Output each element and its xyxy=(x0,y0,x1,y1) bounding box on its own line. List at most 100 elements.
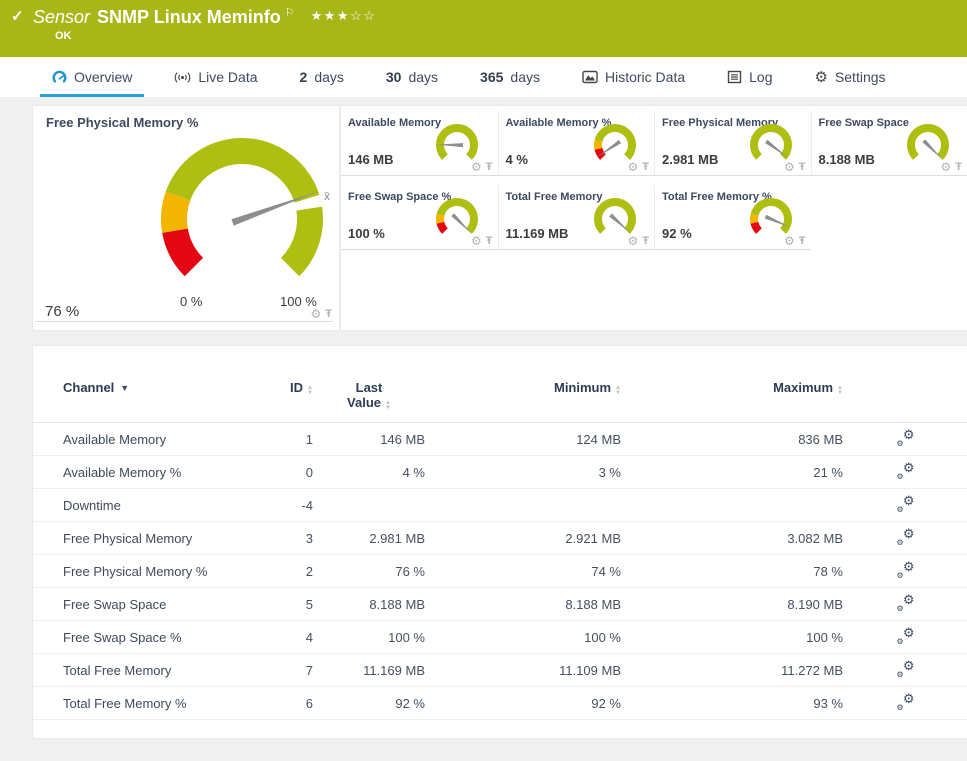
column-header-channel[interactable]: Channel ▼ xyxy=(63,380,130,395)
tab-log[interactable]: Log xyxy=(721,57,778,97)
channel-actions-cell: ⚙ ⚙ xyxy=(843,654,967,687)
column-header-minimum[interactable]: Minimum ▲ ▼ xyxy=(553,380,621,396)
channel-settings-icon[interactable]: ⚙ ⚙ xyxy=(896,459,915,481)
gauge-tile-total-free-memory[interactable]: Total Free Memory 11.169 MB ⚙ Ŧ xyxy=(497,185,654,250)
channel-id-cell: 1 xyxy=(305,431,313,447)
channel-last-value-cell: 4 % xyxy=(402,464,425,480)
gauge-value: 146 MB xyxy=(348,152,394,167)
pin-icon[interactable]: Ŧ xyxy=(798,235,806,247)
channel-last-value-cell: 92 % xyxy=(395,695,425,711)
gear-icon[interactable]: ⚙ xyxy=(784,234,795,248)
channel-settings-icon[interactable]: ⚙ ⚙ xyxy=(896,624,915,646)
tab-label: Log xyxy=(749,69,773,85)
small-gauge-tiles: Available Memory 146 MB ⚙ Ŧ Available Memory… xyxy=(341,106,967,330)
channel-settings-icon[interactable]: ⚙ ⚙ xyxy=(896,525,915,547)
pin-icon[interactable]: Ŧ xyxy=(798,161,806,173)
channel-maximum-cell: 93 % xyxy=(813,695,843,711)
tab-365-days[interactable]: 365 days xyxy=(474,57,546,97)
channel-id-cell: 4 xyxy=(305,629,313,645)
channel-actions-cell: ⚙ ⚙ xyxy=(843,588,967,621)
gauge-max-label: 100 % xyxy=(280,294,317,309)
table-row-free-physical-memory[interactable]: Free Physical Memory 3 2.981 MB 2.921 MB 3.0… xyxy=(33,522,967,555)
gauge-tile-free-swap-space[interactable]: Free Swap Space 8.188 MB ⚙ Ŧ xyxy=(810,111,967,176)
channel-name-cell: Free Swap Space xyxy=(63,596,167,612)
gear-icon[interactable]: ⚙ xyxy=(471,234,482,248)
tile-actions: ⚙ Ŧ xyxy=(471,235,493,247)
column-header-id[interactable]: ID ▲ ▼ xyxy=(290,380,313,396)
sort-desc-icon[interactable]: ▼ xyxy=(120,383,130,393)
table-row-downtime[interactable]: Downtime -4 ⚙ ⚙ xyxy=(33,489,967,522)
gear-icon[interactable]: ⚙ xyxy=(310,307,322,321)
channel-last-value-cell: 76 % xyxy=(395,563,425,579)
chart-icon xyxy=(582,70,598,84)
gauge-title: Total Free Memory xyxy=(505,191,603,203)
channel-id-cell: 2 xyxy=(305,563,313,579)
channel-actions-cell: ⚙ ⚙ xyxy=(843,423,967,456)
tab-number: 365 xyxy=(480,69,504,85)
tab-settings[interactable]: ⚙ Settings xyxy=(808,57,891,97)
broadcast-icon xyxy=(174,71,191,84)
tab-2-days[interactable]: 2 days xyxy=(294,57,350,97)
table-row-total-free-memory-pct[interactable]: Total Free Memory % 6 92 % 92 % 93 % ⚙ ⚙ xyxy=(33,687,967,720)
gear-icon[interactable]: ⚙ xyxy=(784,160,795,174)
tab-overview[interactable]: Overview xyxy=(39,57,145,97)
gear-icon[interactable]: ⚙ xyxy=(627,234,639,248)
gauge-tile-total-free-memory-pct[interactable]: Total Free Memory % 92 % ⚙ Ŧ xyxy=(654,185,811,250)
column-header-last-value[interactable]: Last Value ▲ ▼ xyxy=(347,380,391,411)
sensor-header: ✓ Sensor SNMP Linux Meminfo ⚐ ★★★☆☆ OK xyxy=(0,0,967,57)
channel-settings-icon[interactable]: ⚙ ⚙ xyxy=(896,492,915,514)
gauge-chart-free-swap-space-pct xyxy=(436,198,478,234)
column-header-maximum[interactable]: Maximum ▲ ▼ xyxy=(773,380,843,396)
channel-last-value-cell: 146 MB xyxy=(380,431,425,447)
gear-icon[interactable]: ⚙ xyxy=(471,160,482,174)
gauge-needle xyxy=(436,143,464,148)
table-row-free-swap-space-pct[interactable]: Free Swap Space % 4 100 % 100 % 100 % ⚙ ⚙ xyxy=(33,621,967,654)
flag-icon[interactable]: ⚐ xyxy=(284,7,295,19)
gear-icon[interactable]: ⚙ xyxy=(940,160,952,174)
sort-icon[interactable]: ▲ ▼ xyxy=(307,385,313,396)
table-row-available-memory-pct[interactable]: Available Memory % 0 4 % 3 % 21 % ⚙ ⚙ xyxy=(33,456,967,489)
gauge-value: 92 % xyxy=(662,226,692,241)
pin-icon[interactable]: Ŧ xyxy=(485,235,493,247)
gauge-tile-available-memory-pct[interactable]: Available Memory % 4 % ⚙ Ŧ xyxy=(497,111,654,176)
pin-icon[interactable]: Ŧ xyxy=(325,308,332,320)
sensor-title-line: Sensor SNMP Linux Meminfo ⚐ ★★★☆☆ xyxy=(33,6,376,28)
gauge-tile-free-swap-space-pct[interactable]: Free Swap Space % 100 % ⚙ Ŧ xyxy=(341,185,498,250)
gauge-value: 2.981 MB xyxy=(662,152,719,167)
primary-gauge-tile[interactable]: Free Physical Memory % x̄ 0 % 100 % 76 %… xyxy=(33,106,341,330)
channel-settings-icon[interactable]: ⚙ ⚙ xyxy=(896,426,915,448)
tile-actions: ⚙ Ŧ xyxy=(941,161,963,173)
channel-settings-icon[interactable]: ⚙ ⚙ xyxy=(896,591,915,613)
channel-actions-cell: ⚙ ⚙ xyxy=(843,456,967,489)
pin-icon[interactable]: Ŧ xyxy=(642,161,649,173)
gauge-title: Total Free Memory % xyxy=(662,191,772,203)
gear-icon[interactable]: ⚙ xyxy=(627,160,639,174)
sort-icon[interactable]: ▲ ▼ xyxy=(837,385,843,396)
channel-maximum-cell: 78 % xyxy=(813,563,843,579)
tile-actions: ⚙ Ŧ xyxy=(784,235,806,247)
channel-minimum-cell: 100 % xyxy=(584,629,621,645)
pin-icon[interactable]: Ŧ xyxy=(642,235,649,247)
table-row-free-physical-memory-pct[interactable]: Free Physical Memory % 2 76 % 74 % 78 % ⚙ ⚙ xyxy=(33,555,967,588)
table-row-total-free-memory[interactable]: Total Free Memory 7 11.169 MB 11.109 MB 11.2… xyxy=(33,654,967,687)
sort-icon[interactable]: ▲ ▼ xyxy=(615,385,621,396)
channel-settings-icon[interactable]: ⚙ ⚙ xyxy=(896,558,915,580)
tab-30-days[interactable]: 30 days xyxy=(380,57,444,97)
gauge-title: Available Memory % xyxy=(505,117,612,129)
channel-id-cell: 3 xyxy=(305,530,313,546)
sort-icon[interactable]: ▲ ▼ xyxy=(385,400,391,411)
channel-settings-icon[interactable]: ⚙ ⚙ xyxy=(896,657,915,679)
pin-icon[interactable]: Ŧ xyxy=(955,161,962,173)
gauge-tile-available-memory[interactable]: Available Memory 146 MB ⚙ Ŧ xyxy=(341,111,498,176)
table-row-free-swap-space[interactable]: Free Swap Space 5 8.188 MB 8.188 MB 8.190 MB… xyxy=(33,588,967,621)
gauge-needle xyxy=(921,139,943,160)
tab-live-data[interactable]: Live Data xyxy=(168,57,263,97)
gauge-needle xyxy=(765,139,788,158)
channel-settings-icon[interactable]: ⚙ ⚙ xyxy=(896,690,915,712)
tab-historic-data[interactable]: Historic Data xyxy=(576,57,691,97)
gauge-tile-free-physical-memory[interactable]: Free Physical Memory 2.981 MB ⚙ Ŧ xyxy=(654,111,811,176)
channel-table: Channel ▼ ID ▲ ▼ Last Value ▲ ▼ Minimum ▲ ▼ Maximum ▲… xyxy=(33,380,967,720)
table-row-available-memory[interactable]: Available Memory 1 146 MB 124 MB 836 MB ⚙ ⚙ xyxy=(33,423,967,456)
pin-icon[interactable]: Ŧ xyxy=(485,161,493,173)
star-rating[interactable]: ★★★☆☆ xyxy=(310,8,377,23)
